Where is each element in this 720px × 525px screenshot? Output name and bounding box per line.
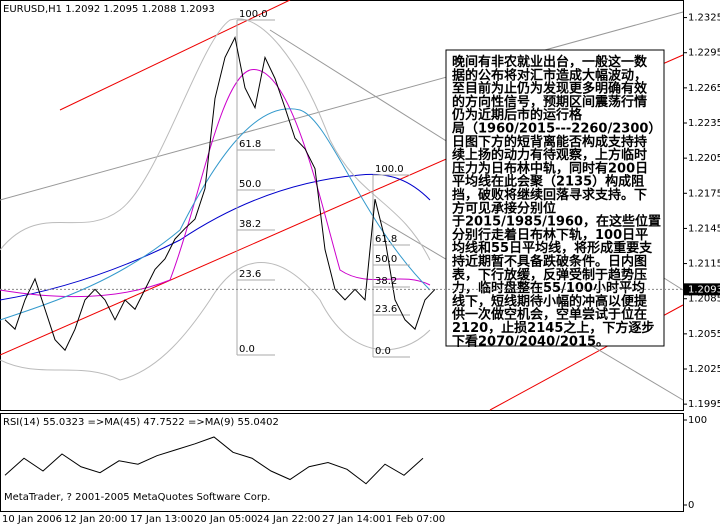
y-tick-label: 1.2295	[688, 48, 720, 59]
fib-label: 0.0	[239, 344, 255, 355]
moving-average	[0, 173, 431, 301]
annotation-line: 下看2070/2040/2015。	[452, 333, 609, 349]
annotation-line: 分别行走着日布林下轨，100日平	[452, 227, 648, 243]
annotation-line: 力，临时盘整在55/100小时平均	[452, 280, 645, 296]
annotation-line: 据的公布将对汇市造成大幅波动，	[452, 67, 647, 83]
annotation-line: 均线和55日平均线，将形成重要支	[452, 240, 653, 256]
fib-label: 61.8	[239, 139, 261, 150]
y-tick-label: 1.2025	[688, 364, 720, 375]
annotation-line: 表，下行放缓，反弹受制于趋势压	[451, 267, 647, 283]
annotation-line: 压力为日布林中轨，同时有200日	[452, 160, 648, 176]
annotation-line: 局（1960/2015---2260/2300）	[452, 121, 661, 137]
fib-label: 23.6	[375, 304, 397, 315]
annotation-line: 方可见承接分别位	[452, 200, 556, 216]
annotation-line: 供一次做空机会，空单尝试于位在	[451, 307, 647, 323]
fib-label: 38.2	[375, 276, 397, 287]
fib-label: 23.6	[239, 269, 261, 280]
fib-label: 50.0	[239, 179, 261, 190]
annotation-line: 持近期暂不具备跌破条件。日内图	[452, 254, 647, 270]
y-tick-label: 1.2265	[688, 83, 720, 94]
annotation-line: 的方向性信号，预期区间震荡行情	[452, 94, 647, 110]
last-price-label: 1.2093	[688, 284, 720, 295]
fib-label: 100.0	[239, 9, 268, 20]
price-line	[4, 35, 436, 352]
annotation-line: 晚间有非农就业出台，一般这一数	[452, 54, 648, 70]
x-tick-label: 24 Jan 22:00	[257, 514, 320, 525]
y-tick-label: 1.2235	[688, 118, 720, 129]
fib-label: 50.0	[375, 254, 397, 265]
channel-line	[59, 0, 291, 111]
bollinger-band	[0, 262, 431, 381]
main-frame	[0, 0, 684, 411]
y-tick-label: 1.2145	[688, 223, 720, 234]
x-tick-label: 20 Jan 05:00	[194, 514, 257, 525]
y-tick-label: 1.2175	[688, 188, 720, 199]
annotation-line: 线下，短线期待小幅的冲高以便提	[452, 293, 648, 309]
y-tick-label: 100	[688, 415, 707, 426]
fib-label: 100.0	[375, 164, 404, 175]
trend-line	[0, 11, 684, 201]
annotation-box	[445, 49, 665, 347]
moving-average	[0, 69, 431, 298]
fibonacci-levels	[236, 19, 410, 358]
annotation-line: 仍为近期后市的运行格	[451, 107, 583, 123]
bollinger-band	[0, 18, 431, 261]
indicator-frame	[0, 413, 684, 512]
annotation-line: 平均线在此会聚（2135）构成阻	[452, 174, 644, 190]
y-tick-label: 1.2205	[688, 153, 720, 164]
x-tick-label: 10 Jan 2006	[2, 514, 62, 525]
moving-average	[0, 108, 431, 321]
x-tick-label: 17 Jan 13:00	[130, 514, 193, 525]
copyright: MetaTrader, ? 2001-2005 MetaQuotes Softw…	[4, 492, 270, 503]
annotation-line: 挡，破败将继续回落寻求支持。下	[452, 187, 647, 203]
price-line	[4, 436, 424, 485]
x-tick-label: 12 Jan 20:00	[64, 514, 127, 525]
y-tick-label: 1.2085	[688, 294, 720, 305]
annotation-line: 续上扬的动力有待观察，上方临时	[452, 147, 647, 163]
y-tick-label: 1.2325	[688, 13, 720, 24]
last-price-box	[684, 283, 720, 296]
indicator-title: RSI(14) 55.0323 =>MA(45) 47.7522 =>MA(9)…	[3, 417, 279, 428]
y-tick-label: 1.2115	[688, 259, 720, 270]
y-tick-label: 0	[688, 500, 694, 511]
annotation-line: 日图下方的短背离能否构成支持持	[452, 134, 647, 150]
y-tick-label: 1.1995	[688, 399, 720, 410]
fib-label: 38.2	[239, 219, 261, 230]
chart-header: EURUSD,H1 1.2092 1.2095 1.2088 1.2093	[3, 4, 215, 15]
annotation-line: 至目前为止仍为发现更多明确有效	[452, 81, 648, 97]
y-tick-label: 1.2055	[688, 329, 720, 340]
annotation-line: 于2015/1985/1960，在这些位置	[452, 214, 661, 230]
x-tick-label: 1 Feb 07:00	[386, 514, 445, 525]
fib-label: 0.0	[375, 346, 391, 357]
fib-label: 61.8	[375, 234, 397, 245]
annotation-line: 2120，止损2145之上，下方逐步	[452, 320, 654, 336]
x-tick-label: 27 Jan 14:00	[322, 514, 385, 525]
